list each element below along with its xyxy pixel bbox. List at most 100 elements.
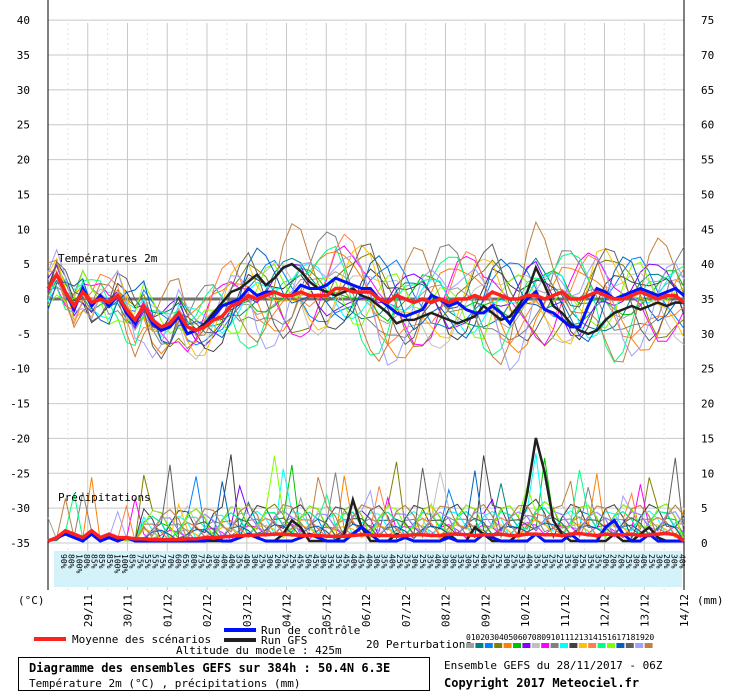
perturbation-15-temp-line	[47, 245, 685, 364]
perturbation-swatch	[569, 643, 578, 648]
perturbation-swatch	[494, 643, 503, 648]
humidity-label: 40%	[525, 554, 534, 569]
x-date-label: 05/12	[320, 594, 333, 627]
right-tick-label: 60	[701, 119, 714, 132]
humidity-label: 40%	[219, 554, 228, 569]
humidity-label: 30%	[464, 554, 473, 569]
humidity-label: 55%	[151, 554, 160, 569]
humidity-label: 70%	[166, 554, 175, 569]
left-tick-label: 0	[23, 293, 30, 306]
right-tick-label: 70	[701, 49, 714, 62]
right-tick-label: 55	[701, 154, 714, 167]
humidity-label: 25%	[280, 554, 289, 569]
x-date-label: 11/12	[559, 594, 572, 627]
humidity-band	[54, 551, 682, 587]
humidity-label: 35%	[380, 554, 389, 569]
humidity-label: 30%	[372, 554, 381, 569]
humidity-label: 35%	[586, 554, 595, 569]
perturbation-swatch	[560, 643, 568, 648]
perturbation-id-label: 12	[569, 633, 579, 642]
left-tick-label: -30	[10, 502, 30, 515]
x-date-label: 07/12	[400, 594, 413, 627]
right-tick-label: 35	[701, 293, 714, 306]
humidity-label: 35%	[563, 554, 572, 569]
left-tick-label: -35	[10, 537, 30, 550]
perturbation-17-temp-line	[47, 247, 685, 345]
left-axis-ticks: 40 35 30 25 20 15 10 5 0 -5 -10 -15 -20 -25 -30 -35	[10, 14, 30, 550]
x-date-label: 14/12	[678, 594, 691, 627]
altitude-label: Altitude du modele : 425m	[176, 644, 342, 657]
humidity-label: 90%	[59, 554, 68, 569]
left-tick-label: 20	[17, 154, 30, 167]
perturbation-swatch	[578, 643, 587, 648]
title-box: Diagramme des ensembles GEFS sur 384h : …	[18, 657, 430, 691]
humidity-label: 35%	[593, 554, 602, 569]
humidity-label: 35%	[517, 554, 526, 569]
chart-title: Diagramme des ensembles GEFS sur 384h : …	[29, 661, 391, 675]
right-tick-label: 50	[701, 188, 714, 201]
left-tick-label: -10	[10, 363, 30, 376]
x-date-label: 04/12	[281, 594, 294, 627]
x-date-label: 09/12	[479, 594, 492, 627]
perturbation-id-label: 08	[532, 633, 542, 642]
humidity-label: 30%	[441, 554, 450, 569]
precip-section-label: Précipitations	[58, 491, 151, 504]
left-tick-label: 35	[17, 49, 30, 62]
humidity-label: 80%	[189, 554, 198, 569]
legend-mean-label: Moyenne des scénarios	[72, 633, 211, 646]
humidity-label: 100%	[120, 554, 129, 573]
humidity-label: 60%	[174, 554, 183, 569]
main-series-lines	[46, 262, 686, 543]
x-date-label: 03/12	[241, 594, 254, 627]
left-unit-label: (°C)	[18, 594, 45, 607]
perturbation-id-label: 13	[579, 633, 589, 642]
humidity-label: 25%	[257, 554, 266, 569]
right-tick-label: 75	[701, 14, 714, 27]
perturbation-id-label: 17	[616, 633, 626, 642]
humidity-label: 20%	[273, 554, 282, 569]
perturbation-id-label: 11	[560, 633, 570, 642]
humidity-label: 30%	[410, 554, 419, 569]
humidity-label: 80%	[67, 554, 76, 569]
humidity-label: 55%	[143, 554, 152, 569]
humidity-label: 45%	[357, 554, 366, 569]
humidity-label: 85%	[90, 554, 99, 569]
perturbation-16-precip-line	[48, 455, 685, 542]
right-tick-label: 40	[701, 258, 714, 271]
perturbation-id-label: 06	[513, 633, 523, 642]
perturbation-swatch	[541, 643, 550, 648]
perturbation-swatch	[513, 643, 521, 648]
left-tick-label: -25	[10, 467, 30, 480]
left-tick-label: 5	[23, 258, 30, 271]
left-tick-label: 40	[17, 14, 30, 27]
perturbation-swatch	[522, 643, 531, 648]
humidity-label: 25%	[555, 554, 564, 569]
humidity-label: 40%	[227, 554, 236, 569]
humidity-row: 90%80%100%80%85%85%85%100%100%85%75%55%5…	[54, 551, 686, 587]
x-date-label: 02/12	[201, 594, 214, 627]
perturbation-swatch	[625, 643, 634, 648]
humidity-label: 25%	[624, 554, 633, 569]
temperature-section-label: Températures 2m	[58, 252, 158, 265]
humidity-label: 35%	[456, 554, 465, 569]
humidity-label: 20%	[609, 554, 618, 569]
control-temperature-line	[46, 271, 685, 336]
humidity-label: 65%	[181, 554, 190, 569]
perturbation-id-label: 09	[541, 633, 551, 642]
perturbation-10-temp-line	[47, 231, 685, 345]
perturbation-19-temp-line	[47, 248, 685, 372]
humidity-label: 35%	[326, 554, 335, 569]
right-tick-label: 25	[701, 363, 714, 376]
humidity-label: 25%	[578, 554, 587, 569]
humidity-label: 30%	[319, 554, 328, 569]
humidity-label: 25%	[494, 554, 503, 569]
humidity-label: 35%	[540, 554, 549, 569]
humidity-label: 40%	[349, 554, 358, 569]
right-tick-label: 5	[701, 502, 708, 515]
humidity-label: 30%	[502, 554, 511, 569]
humidity-label: 25%	[548, 554, 557, 569]
perturbation-swatch	[550, 643, 559, 648]
humidity-label: 30%	[670, 554, 679, 569]
humidity-label: 80%	[82, 554, 91, 569]
humidity-label: 85%	[105, 554, 114, 569]
